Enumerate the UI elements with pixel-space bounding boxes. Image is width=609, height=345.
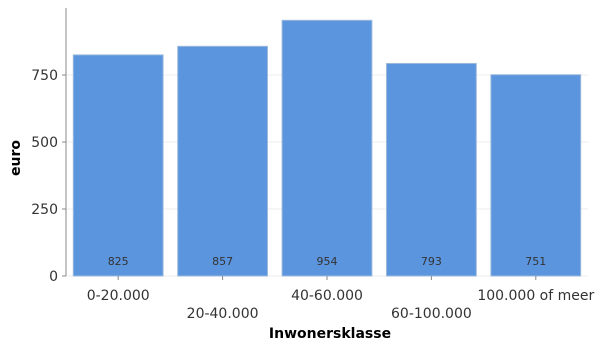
- x-tick-label-0: 0-20.000: [87, 288, 150, 304]
- bar-2: [281, 19, 373, 277]
- y-axis-title: euro: [8, 140, 24, 176]
- x-tick-label-4: 100.000 of meer: [477, 288, 594, 304]
- data-label-2: 954: [317, 255, 338, 268]
- bars-layer: 825 857 954 793 751: [72, 19, 582, 277]
- data-label-4: 751: [525, 255, 546, 268]
- x-axis-title: Inwonersklasse: [269, 326, 391, 342]
- y-tick-label-1: 250: [31, 202, 58, 218]
- x-tick-label-1: 20-40.000: [187, 306, 259, 322]
- y-tick-label-2: 500: [31, 135, 58, 151]
- data-label-0: 825: [108, 255, 129, 268]
- bar-4: [490, 74, 582, 277]
- x-axis: 0-20.000 20-40.000 40-60.000 60-100.000 100.…: [87, 276, 594, 322]
- x-tick-label-2: 40-60.000: [291, 288, 363, 304]
- x-tick-label-3: 60-100.000: [391, 306, 472, 322]
- bar-3: [386, 62, 477, 277]
- bar-0: [72, 54, 164, 277]
- y-tick-label-3: 750: [31, 68, 58, 84]
- data-label-3: 793: [421, 255, 442, 268]
- y-tick-label-0: 0: [49, 269, 58, 285]
- data-label-1: 857: [212, 255, 233, 268]
- y-axis: 0 250 500 750: [31, 8, 67, 285]
- bar-1: [177, 45, 268, 277]
